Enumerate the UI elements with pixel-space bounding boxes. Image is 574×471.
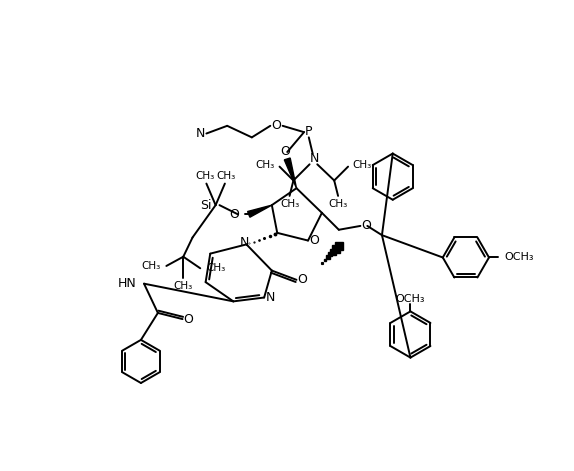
Polygon shape [284,158,297,188]
Text: OCH₃: OCH₃ [505,252,534,262]
Text: Si: Si [200,199,212,211]
Text: CH₃: CH₃ [217,171,236,181]
Text: CH₃: CH₃ [174,281,193,291]
Text: N: N [266,291,275,304]
Text: CH₃: CH₃ [255,160,275,170]
Text: CH₃: CH₃ [280,199,299,209]
Text: O: O [280,145,290,158]
Text: CH₃: CH₃ [141,261,160,271]
Text: CH₃: CH₃ [207,263,226,273]
Text: O: O [184,313,193,325]
Text: N: N [196,127,205,140]
Text: N: N [240,236,250,249]
Text: O: O [229,208,239,221]
Text: O: O [272,119,281,132]
Text: P: P [305,125,313,138]
Text: CH₃: CH₃ [195,171,215,181]
Text: CH₃: CH₃ [328,199,348,209]
Text: CH₃: CH₃ [352,160,372,170]
Text: OCH₃: OCH₃ [395,294,425,304]
Text: N: N [309,153,319,165]
Text: O: O [309,234,319,247]
Text: HN: HN [118,277,137,290]
Text: O: O [298,273,308,286]
Text: O: O [362,219,371,232]
Polygon shape [247,205,272,217]
